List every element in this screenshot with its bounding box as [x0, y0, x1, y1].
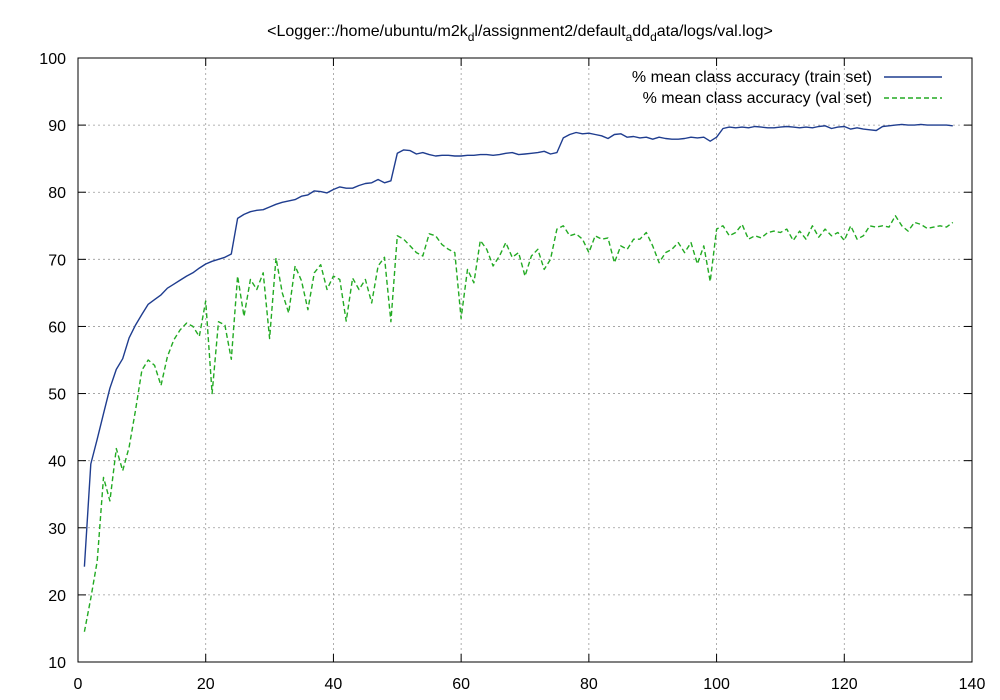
- chart-title-part: ata/logs/val.log>: [657, 23, 773, 40]
- chart-title-part: <Logger::/home/ubuntu/m2k: [267, 23, 469, 40]
- chart-title-part: dd: [632, 23, 650, 40]
- chart-title-part: a: [626, 30, 633, 44]
- x-tick-label: 120: [831, 676, 858, 693]
- grid-lines: [78, 58, 972, 662]
- legend: % mean class accuracy (train set) % mean …: [632, 69, 942, 107]
- x-tick-label: 20: [197, 676, 215, 693]
- y-tick-label: 50: [48, 387, 66, 404]
- y-tick-label: 30: [48, 521, 66, 538]
- chart-title-part: d: [468, 30, 475, 44]
- y-tick-label: 60: [48, 319, 66, 336]
- chart-title-part: d: [650, 30, 657, 44]
- x-tick-label: 80: [580, 676, 598, 693]
- x-tick-label: 60: [452, 676, 470, 693]
- chart-title-part: l/assignment2/default: [474, 23, 626, 40]
- x-tick-label: 100: [703, 676, 730, 693]
- y-tick-label: 80: [48, 185, 66, 202]
- x-tick-label: 140: [959, 676, 986, 693]
- y-tick-label: 100: [39, 51, 66, 68]
- axis-ticks: 0 20 40 60 80 100 120 140 10 20 30 40 50 60 70 80 90 100: [39, 51, 985, 693]
- series-layer: [83, 123, 954, 632]
- y-tick-label: 70: [48, 252, 66, 269]
- y-tick-label: 10: [48, 655, 66, 672]
- val-series-line: [83, 214, 954, 632]
- y-tick-label: 40: [48, 454, 66, 471]
- legend-label-val: % mean class accuracy (val set): [643, 90, 872, 107]
- x-tick-label: 0: [74, 676, 83, 693]
- train-series-line: [83, 123, 953, 567]
- plot-frame: [77, 57, 973, 663]
- y-tick-label: 20: [48, 588, 66, 605]
- chart-title: <Logger::/home/ubuntu/m2kdl/assignment2/…: [267, 23, 773, 44]
- x-tick-label: 40: [325, 676, 343, 693]
- y-tick-label: 90: [48, 118, 66, 135]
- legend-label-train: % mean class accuracy (train set): [632, 69, 872, 86]
